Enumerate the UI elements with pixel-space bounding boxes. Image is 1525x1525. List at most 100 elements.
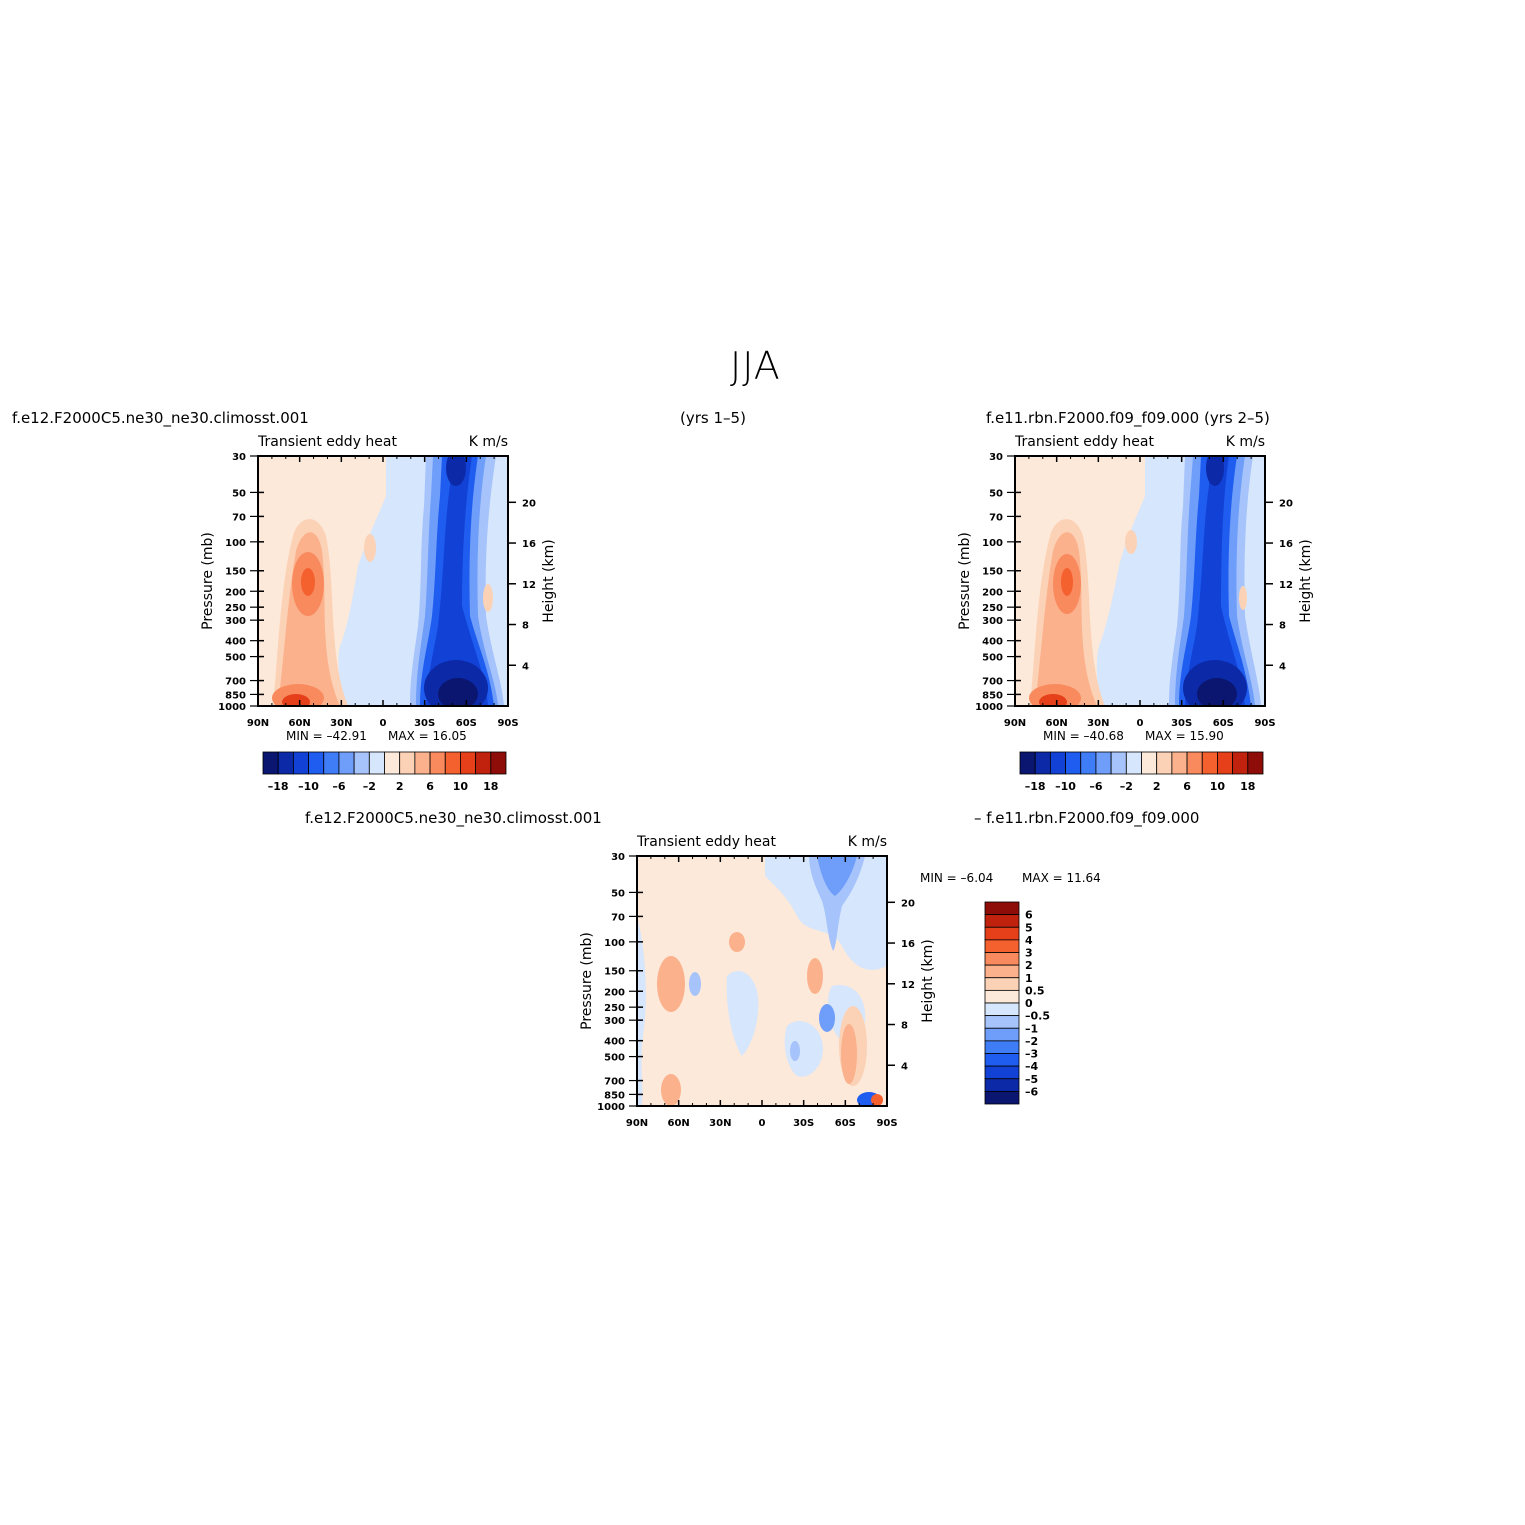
colorbar-label: 2	[396, 780, 404, 793]
colorbar-swatch	[984, 914, 1020, 928]
field-neg-5	[426, 456, 488, 706]
y-tick-label: 400	[604, 1037, 625, 1048]
x-tick-label: 60S	[456, 718, 477, 729]
field-pos-8	[483, 584, 493, 612]
y-tick-label: 200	[604, 987, 625, 998]
x-tick-label: 30S	[793, 1118, 814, 1129]
colorbar-swatch	[384, 751, 401, 775]
y2-tick-label: 12	[522, 580, 536, 591]
panel-2-ylabel: Pressure (mb)	[957, 532, 973, 630]
colorbar-swatch	[1217, 751, 1234, 775]
y-tick-label: 700	[225, 677, 246, 688]
colorbar-label: –18	[268, 780, 289, 793]
colorbar-swatch	[1141, 751, 1158, 775]
x-tick-label: 60S	[835, 1118, 856, 1129]
panel-3-chart: 90N 60N 30N 0 30S 60S 90S 30507010015020025030…	[579, 834, 1101, 1129]
colorbar-swatch	[1080, 751, 1097, 775]
panel-3-ylabel: Pressure (mb)	[579, 932, 595, 1030]
y-tick-label: 30	[611, 852, 625, 863]
y2-tick-label: 20	[522, 498, 536, 509]
diff-case1-label: f.e12.F2000C5.ne30_ne30.climosst.001	[305, 809, 602, 827]
colorbar-swatch	[1171, 751, 1188, 775]
panel-3-y2-ticks: 20 16 12 8 4	[887, 898, 915, 1072]
y-tick-label: 400	[982, 637, 1003, 648]
x-tick-label: 60N	[1046, 718, 1068, 729]
colorbar-swatch	[984, 1078, 1020, 1092]
panel-1-ylabel: Pressure (mb)	[200, 532, 216, 630]
figure-title: JJA	[730, 344, 781, 388]
y-tick-label: 100	[604, 938, 625, 949]
colorbar-swatch	[984, 989, 1020, 1004]
field-pos-6	[1039, 694, 1067, 706]
colorbar-label: 18	[483, 780, 498, 793]
colorbar-label: –18	[1025, 780, 1046, 793]
field-neg-6	[1206, 456, 1224, 486]
panel-2-x-ticks: 90N 60N 30N 0 30S 60S 90S	[1004, 456, 1276, 729]
y-tick-label: 250	[225, 603, 246, 614]
field-pos-4	[301, 568, 315, 596]
y2-tick-label: 8	[1279, 621, 1286, 632]
y-tick-label: 300	[225, 616, 246, 627]
colorbar-swatch	[460, 751, 477, 775]
y2-tick-label: 20	[901, 898, 915, 909]
field-pos-7	[871, 1094, 883, 1106]
y2-tick-label: 4	[522, 661, 529, 672]
panel-2-label-left: Transient eddy heat	[1014, 434, 1154, 450]
x-tick-label: 90S	[876, 1118, 897, 1129]
x-tick-label: 0	[380, 718, 387, 729]
y2-tick-label: 16	[1279, 539, 1293, 550]
colorbar-swatch	[1232, 751, 1249, 775]
y2-tick-label: 4	[1279, 661, 1286, 672]
colorbar-swatch	[1049, 751, 1066, 775]
panel-1-x-ticks: 90N 60N 30N 0 30S 60S 90S	[247, 456, 519, 729]
field-pos-2	[1035, 532, 1097, 706]
y-tick-label: 50	[611, 888, 625, 899]
colorbar-swatch	[323, 751, 340, 775]
panel-1-y2-ticks: 20 16 12 8 4	[508, 498, 536, 672]
y-tick-label: 200	[982, 587, 1003, 598]
colorbar-swatch	[984, 1015, 1020, 1029]
colorbar-label: 6	[1183, 780, 1191, 793]
colorbar-swatch	[1201, 751, 1218, 775]
y2-tick-label: 12	[901, 980, 915, 991]
colorbar-label: –3	[1025, 1048, 1038, 1061]
colorbar-label: –0.5	[1025, 1010, 1050, 1023]
field-neg-6	[790, 1041, 800, 1061]
panel-2-max: MAX = 15.90	[1145, 729, 1224, 743]
field-neg-3	[817, 856, 857, 896]
colorbar-swatch	[368, 751, 385, 775]
y-tick-label: 500	[604, 1053, 625, 1064]
y2-tick-label: 16	[522, 539, 536, 550]
colorbar-label: 10	[453, 780, 469, 793]
colorbar-swatch	[984, 939, 1020, 953]
panel-2-min: MIN = –40.68	[1043, 729, 1124, 743]
y2-tick-label: 12	[1279, 580, 1293, 591]
colorbar-label: 0.5	[1025, 984, 1045, 997]
colorbar-swatch	[984, 1090, 1020, 1105]
panel-1-y2label: Height (km)	[541, 539, 557, 622]
y-tick-label: 1000	[218, 702, 246, 713]
y-tick-label: 850	[604, 1090, 625, 1101]
diff-case2-label: – f.e11.rbn.F2000.f09_f09.000	[974, 809, 1200, 827]
y-tick-label: 200	[225, 587, 246, 598]
colorbar-label: –4	[1025, 1060, 1039, 1073]
y-tick-label: 250	[982, 603, 1003, 614]
field-pos-8	[1239, 586, 1247, 610]
panel-2-field	[1015, 456, 1265, 706]
colorbar-swatch	[1065, 751, 1082, 775]
panel-1-max: MAX = 16.05	[388, 729, 467, 743]
field-neg-8	[438, 678, 478, 706]
field-pos-1	[657, 956, 685, 1012]
y-tick-label: 70	[232, 512, 246, 523]
colorbar-swatch	[984, 964, 1020, 979]
colorbar-label: –2	[363, 780, 376, 793]
panel-3-min: MIN = –6.04	[920, 871, 993, 885]
colorbar-swatch	[262, 751, 279, 775]
colorbar-swatch	[1247, 751, 1264, 775]
y-tick-label: 30	[989, 452, 1003, 463]
colorbar-label: –10	[298, 780, 319, 793]
colorbar-label: 2	[1025, 959, 1033, 972]
field-neg-4	[689, 972, 701, 996]
